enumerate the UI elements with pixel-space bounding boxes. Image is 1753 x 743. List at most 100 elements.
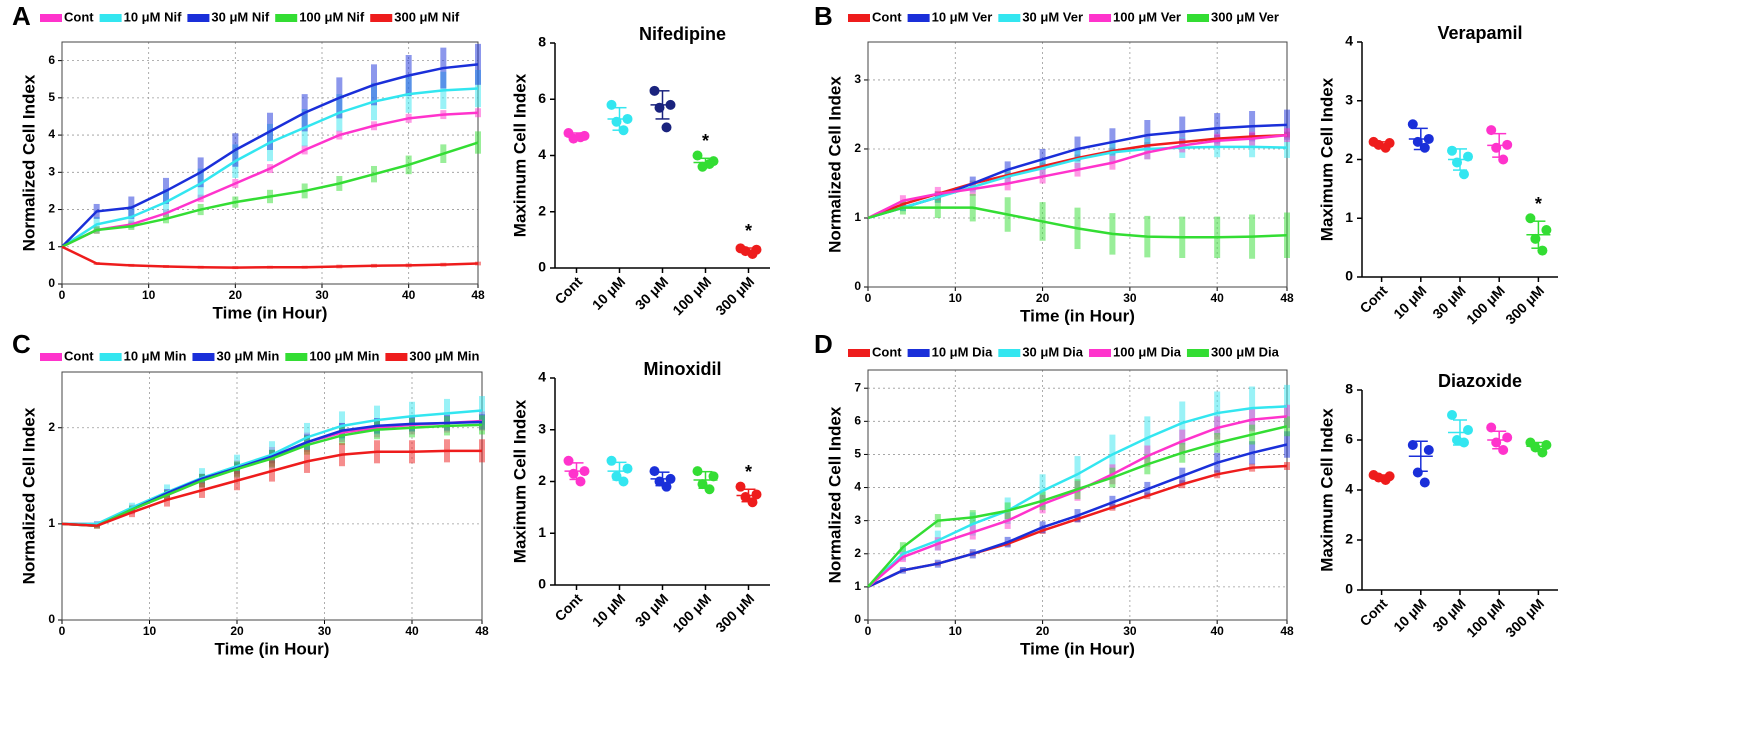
legend-label: 300 μM Nif xyxy=(394,9,460,24)
x-tick-label: 0 xyxy=(865,291,872,305)
legend-label: 30 μM Ver xyxy=(1022,9,1083,24)
series-line xyxy=(867,206,1288,239)
y-tick-label: 5 xyxy=(48,90,55,104)
x-tick-label: 10 xyxy=(143,624,157,638)
data-point xyxy=(692,466,703,477)
plot-frame xyxy=(867,369,1288,621)
x-axis-label: Time (in Hour) xyxy=(1020,639,1135,658)
data-point xyxy=(1407,440,1418,450)
y-tick-label: 2 xyxy=(1345,150,1353,166)
legend-label: Cont xyxy=(64,348,94,363)
series-line xyxy=(867,443,1288,589)
significance-mark: * xyxy=(745,221,752,241)
legend-label: 30 μM Dia xyxy=(1022,344,1083,359)
significance-mark: * xyxy=(1535,194,1542,214)
legend-swatch xyxy=(385,353,408,361)
x-tick-label: 100 μM xyxy=(669,590,714,635)
y-tick-label: 2 xyxy=(538,202,546,218)
x-tick-label: 30 xyxy=(315,288,329,302)
legend-swatch xyxy=(998,14,1021,22)
legend-swatch xyxy=(848,14,870,22)
legend-label: 300 μM Dia xyxy=(1211,344,1280,359)
legend-label: 100 μM Dia xyxy=(1113,344,1182,359)
y-axis-label: Normalized Cell Index xyxy=(19,74,38,251)
legend-label: 100 μM Nif xyxy=(299,9,365,24)
legend-swatch xyxy=(187,14,210,22)
data-point xyxy=(735,481,746,492)
series-line xyxy=(61,111,479,248)
legend-swatch xyxy=(99,14,122,22)
data-point xyxy=(649,85,660,96)
legend-label: 10 μM Nif xyxy=(124,9,182,24)
x-tick-label: 20 xyxy=(230,624,244,638)
y-tick-label: 6 xyxy=(854,413,861,427)
data-point xyxy=(1380,142,1391,153)
data-point xyxy=(747,248,758,259)
y-tick-label: 4 xyxy=(1345,33,1353,49)
series-line xyxy=(867,405,1288,588)
y-tick-label: 0 xyxy=(854,612,861,626)
x-axis-label: Time (in Hour) xyxy=(213,303,328,322)
y-tick-label: 2 xyxy=(1345,531,1353,547)
x-tick-label: 10 xyxy=(949,624,963,638)
x-tick-label: 30 μM xyxy=(632,273,671,312)
series-line xyxy=(867,145,1288,220)
series-line xyxy=(61,245,479,269)
y-tick-label: 3 xyxy=(854,513,861,527)
legend-swatch xyxy=(370,14,393,22)
y-axis-label: Maximum Cell Index xyxy=(1317,408,1336,572)
data-point xyxy=(661,481,672,492)
x-tick-label: Cont xyxy=(551,590,585,624)
x-tick-label: Cont xyxy=(1356,595,1390,629)
x-tick-label: 300 μM xyxy=(712,590,757,635)
legend-swatch xyxy=(275,14,298,22)
data-point xyxy=(1407,119,1418,130)
y-tick-label: 6 xyxy=(1345,431,1353,447)
chart-title: Verapamil xyxy=(1437,23,1522,43)
legend-swatch xyxy=(192,353,215,361)
panel-label: D xyxy=(814,329,833,359)
y-tick-label: 2 xyxy=(854,546,861,560)
y-tick-label: 0 xyxy=(48,612,55,626)
data-point xyxy=(1486,422,1497,433)
x-tick-label: 10 μM xyxy=(1390,282,1429,321)
y-tick-label: 0 xyxy=(1345,268,1353,284)
data-point xyxy=(622,463,633,474)
x-tick-label: 10 μM xyxy=(1390,595,1429,634)
data-point xyxy=(1541,225,1552,235)
y-tick-label: 1 xyxy=(854,210,861,224)
y-axis-label: Normalized Cell Index xyxy=(19,407,38,584)
y-tick-label: 1 xyxy=(48,516,55,530)
data-point xyxy=(563,455,574,466)
legend-label: 30 μM Nif xyxy=(211,9,269,24)
legend-label: Cont xyxy=(872,9,902,24)
x-tick-label: 48 xyxy=(1280,291,1294,305)
y-tick-label: 8 xyxy=(1345,381,1353,397)
panel-label: B xyxy=(814,1,833,31)
x-tick-label: 0 xyxy=(59,288,66,302)
x-tick-label: 30 xyxy=(1123,624,1137,638)
series-line xyxy=(61,449,482,528)
data-point xyxy=(704,484,715,495)
legend-label: Cont xyxy=(872,344,902,359)
y-tick-label: 3 xyxy=(48,164,55,178)
legend-swatch xyxy=(1186,349,1209,357)
y-tick-label: 6 xyxy=(48,53,55,67)
data-point xyxy=(751,489,762,500)
y-tick-label: 4 xyxy=(538,146,546,162)
series-line xyxy=(61,87,479,248)
y-tick-label: 4 xyxy=(854,480,861,494)
legend-label: 10 μM Min xyxy=(124,348,187,363)
x-tick-label: 48 xyxy=(475,624,489,638)
chart-title: Nifedipine xyxy=(639,24,726,44)
x-tick-label: 0 xyxy=(865,624,872,638)
x-tick-label: 40 xyxy=(405,624,419,638)
y-tick-label: 3 xyxy=(1345,91,1353,107)
data-point xyxy=(1486,125,1497,136)
data-point xyxy=(618,476,629,487)
x-tick-label: 300 μM xyxy=(712,273,757,318)
x-tick-label: 30 xyxy=(1123,291,1137,305)
y-tick-label: 0 xyxy=(48,276,55,290)
legend-label: 10 μM Dia xyxy=(932,344,993,359)
